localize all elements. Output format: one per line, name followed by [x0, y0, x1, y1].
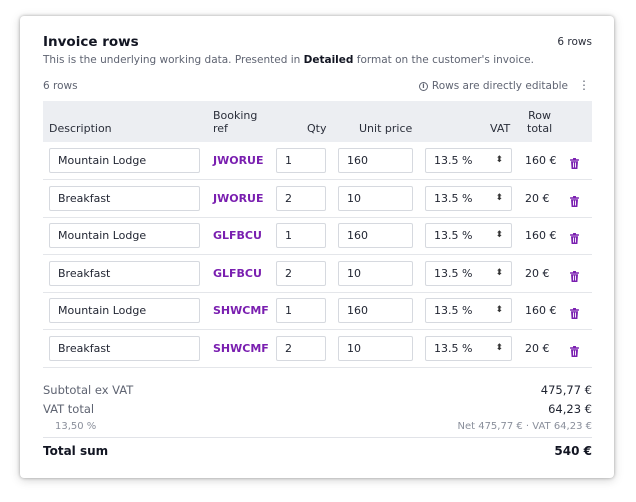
booking-ref-link[interactable]: JWORUE [213, 154, 264, 167]
more-options-icon[interactable]: ⋮ [578, 78, 590, 92]
vat-select[interactable]: 13.5 % ⬍ [425, 336, 512, 361]
table-row: Breakfast JWORUE 2 10 13.5 % ⬍ 20 € [43, 180, 592, 218]
table-row: Mountain Lodge GLFBCU 1 160 13.5 % ⬍ 160 € [43, 217, 592, 256]
qty-input[interactable]: 1 [276, 223, 326, 249]
row-total-value: 160 € [525, 304, 557, 318]
column-booking-ref-line1: Booking [213, 109, 258, 122]
select-arrows-icon: ⬍ [495, 155, 503, 165]
subtitle-prefix: This is the underlying working data. Pre… [43, 54, 304, 66]
booking-ref-link[interactable]: SHWCMF [213, 342, 269, 355]
description-input[interactable]: Mountain Lodge [49, 298, 200, 324]
vat-total-value: 64,23 € [548, 402, 592, 416]
subtotal-value: 475,77 € [540, 383, 592, 397]
column-unit-price: Unit price [359, 122, 413, 135]
vat-select[interactable]: 13.5 % ⬍ [425, 260, 512, 286]
select-arrows-icon: ⬍ [495, 230, 503, 241]
delete-row-icon[interactable] [570, 192, 579, 207]
row-total-value: 160 € [525, 229, 557, 243]
editable-note-text: Rows are directly editable [431, 80, 568, 92]
qty-input[interactable]: 1 [276, 148, 326, 173]
vat-rate-detail: Net 475,77 € · VAT 64,23 € [457, 421, 592, 432]
vat-select[interactable]: 13.5 % ⬍ [425, 223, 512, 249]
unit-price-input[interactable]: 160 [338, 298, 413, 324]
subtitle-format: Detailed [303, 54, 354, 66]
rows-count-label: 6 rows [43, 80, 78, 92]
description-input[interactable]: Breakfast [49, 260, 200, 286]
summary-divider [43, 437, 592, 438]
description-input[interactable]: Mountain Lodge [49, 223, 200, 249]
delete-row-icon[interactable] [570, 154, 579, 169]
select-arrows-icon: ⬍ [495, 192, 503, 203]
table-row: Breakfast GLFBCU 2 10 13.5 % ⬍ 20 € [43, 255, 592, 293]
vat-select[interactable]: 13.5 % ⬍ [425, 185, 512, 211]
delete-row-icon[interactable] [570, 267, 579, 282]
column-row-total-line2: total [527, 122, 553, 135]
vat-select-value: 13.5 % [434, 229, 473, 243]
column-description: Description [49, 122, 112, 135]
unit-price-input[interactable]: 10 [338, 185, 413, 211]
column-vat: VAT [490, 122, 511, 135]
qty-input[interactable]: 1 [276, 298, 326, 324]
row-total-value: 20 € [525, 342, 550, 355]
vat-select[interactable]: 13.5 % ⬍ [425, 298, 512, 324]
qty-input[interactable]: 2 [276, 260, 326, 286]
row-total-value: 20 € [525, 191, 550, 205]
table-row: Mountain Lodge SHWCMF 1 160 13.5 % ⬍ 160 € [43, 292, 592, 331]
row-total-value: 20 € [525, 266, 550, 280]
description-input[interactable]: Breakfast [49, 185, 200, 211]
description-input[interactable]: Mountain Lodge [49, 148, 200, 173]
qty-input[interactable]: 2 [276, 185, 326, 211]
unit-price-input[interactable]: 10 [338, 260, 413, 286]
column-row-total: Row total [527, 109, 552, 135]
card-title: Invoice rows [43, 34, 139, 50]
column-booking-ref: Booking ref [213, 109, 257, 135]
vat-select[interactable]: 13.5 % ⬍ [425, 148, 512, 173]
booking-ref-link[interactable]: GLFBCU [213, 266, 262, 280]
column-booking-ref-line2: ref [213, 122, 228, 135]
description-input[interactable]: Breakfast [49, 336, 200, 361]
booking-ref-link[interactable]: GLFBCU [213, 229, 262, 243]
booking-ref-link[interactable]: SHWCMF [213, 304, 269, 318]
table-row: Breakfast SHWCMF 2 10 13.5 % ⬍ 20 € [43, 330, 592, 368]
delete-row-icon[interactable] [570, 229, 579, 245]
row-count-badge: 6 rows [557, 36, 592, 48]
select-arrows-icon: ⬍ [495, 305, 503, 316]
invoice-rows-card: Invoice rows 6 rows This is the underlyi… [20, 16, 614, 478]
total-sum-value: 540 € [554, 444, 592, 458]
vat-select-value: 13.5 % [434, 266, 473, 280]
column-qty: Qty [307, 122, 327, 135]
subtitle-suffix: format on the customer's invoice. [353, 54, 534, 66]
table-row: Mountain Lodge JWORUE 1 160 13.5 % ⬍ 160 € [43, 142, 592, 180]
column-row-total-line1: Row [528, 109, 552, 122]
subtotal-label: Subtotal ex VAT [43, 383, 134, 397]
vat-select-value: 13.5 % [434, 154, 473, 167]
delete-row-icon[interactable] [570, 342, 579, 357]
vat-select-value: 13.5 % [434, 191, 473, 205]
vat-total-label: VAT total [43, 402, 95, 416]
unit-price-input[interactable]: 160 [338, 148, 413, 173]
qty-input[interactable]: 2 [276, 336, 326, 361]
unit-price-input[interactable]: 10 [338, 336, 413, 361]
table-header: Description Booking ref Qty Unit price V… [43, 101, 592, 142]
info-icon: i [418, 81, 428, 91]
select-arrows-icon: ⬍ [495, 267, 503, 278]
vat-select-value: 13.5 % [434, 342, 473, 355]
editable-note: i Rows are directly editable [418, 80, 568, 92]
select-arrows-icon: ⬍ [495, 343, 503, 353]
vat-rate-label: 13,50 % [55, 421, 97, 432]
card-subtitle: This is the underlying working data. Pre… [43, 54, 534, 66]
row-total-value: 160 € [525, 154, 557, 167]
vat-select-value: 13.5 % [434, 304, 473, 318]
delete-row-icon[interactable] [570, 304, 579, 320]
total-sum-label: Total sum [43, 444, 109, 458]
booking-ref-link[interactable]: JWORUE [213, 191, 264, 205]
unit-price-input[interactable]: 160 [338, 223, 413, 249]
